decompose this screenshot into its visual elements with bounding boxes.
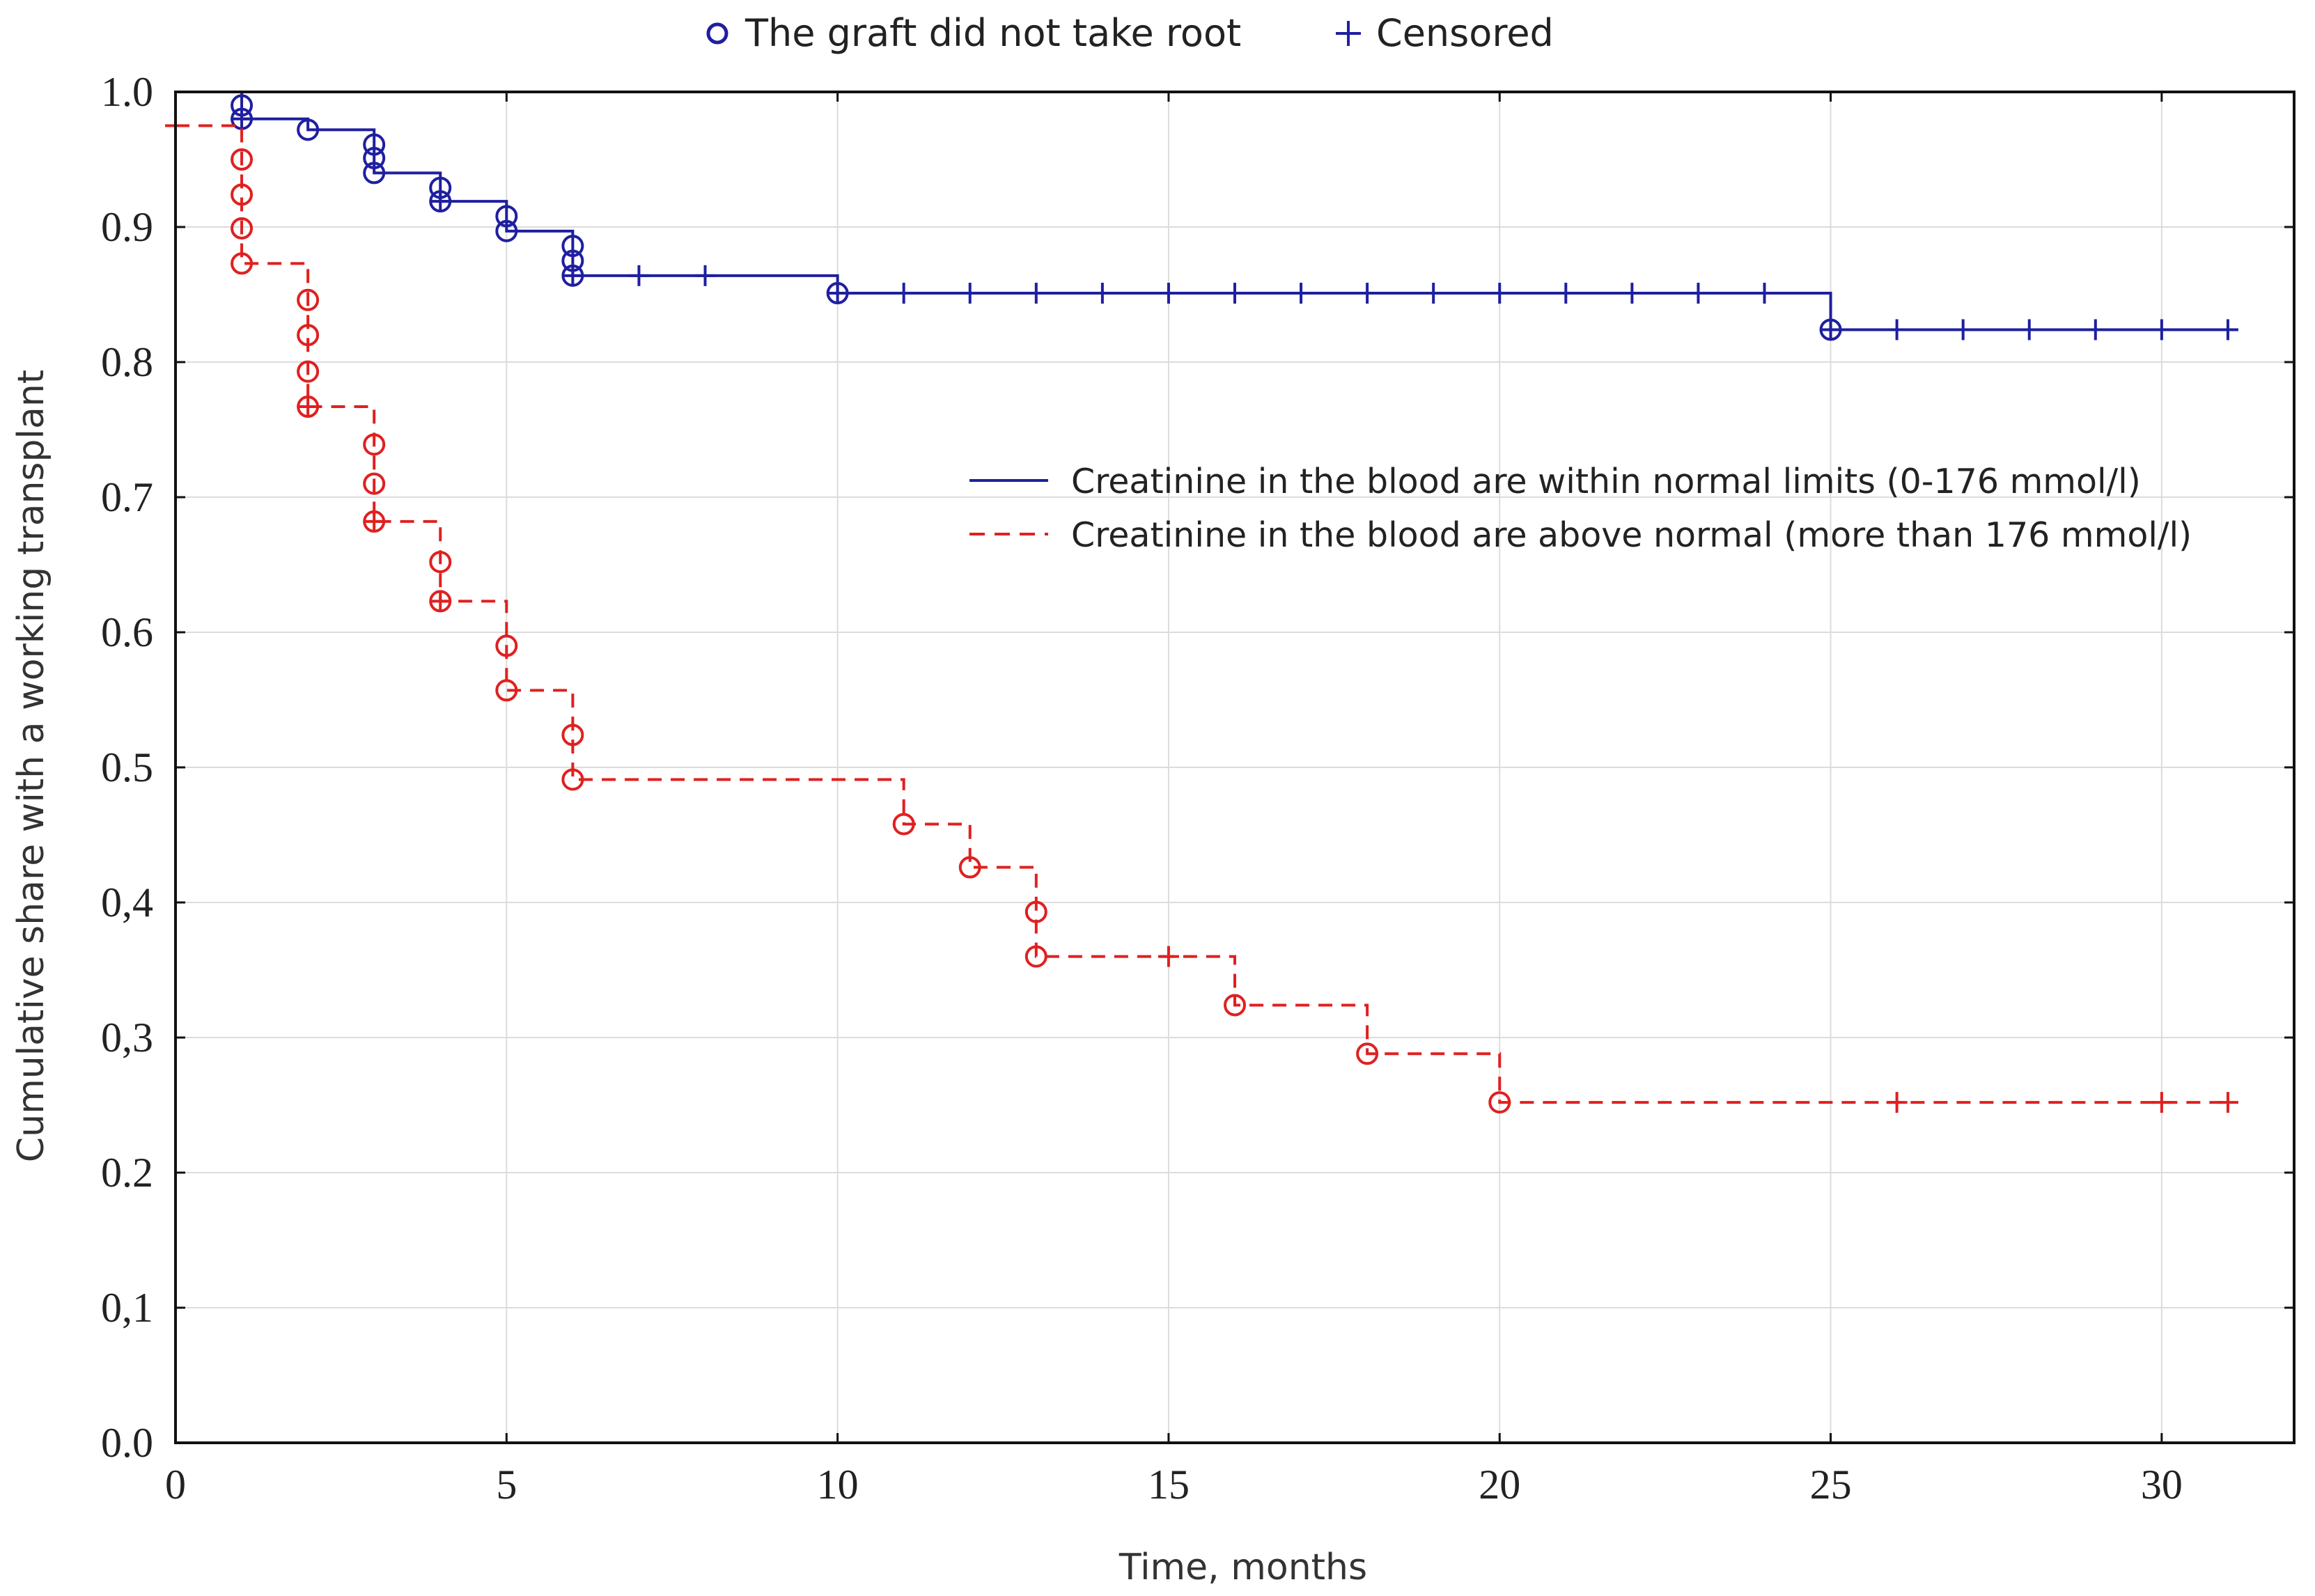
event-marker bbox=[429, 551, 452, 574]
series-2 bbox=[165, 115, 2238, 1114]
event-marker bbox=[297, 360, 320, 383]
censored-marker bbox=[893, 283, 914, 304]
censored-marker bbox=[2018, 319, 2040, 341]
y-tick-label: 0,3 bbox=[101, 1015, 153, 1061]
censored-marker bbox=[1952, 319, 1974, 341]
series-legend: Creatinine in the blood are within norma… bbox=[969, 462, 2192, 555]
censored-marker bbox=[2084, 319, 2106, 341]
censored-marker bbox=[1621, 283, 1643, 304]
censored-marker bbox=[1886, 1092, 1908, 1113]
censored-marker bbox=[1158, 283, 1179, 304]
plus-marker-icon bbox=[1336, 21, 1361, 46]
censored-marker bbox=[2151, 319, 2172, 341]
event-marker bbox=[1356, 1042, 1379, 1065]
y-tick-label: 0.7 bbox=[101, 474, 153, 520]
censored-marker bbox=[1754, 283, 1775, 304]
event-marker bbox=[561, 723, 584, 746]
event-marker bbox=[363, 472, 386, 495]
y-tick-label: 1.0 bbox=[101, 69, 153, 115]
event-marker bbox=[363, 133, 386, 156]
y-tick-label: 0.2 bbox=[101, 1150, 153, 1196]
censored-marker bbox=[1489, 283, 1511, 304]
event-marker bbox=[1024, 945, 1047, 968]
censored-marker bbox=[1291, 283, 1312, 304]
event-marker bbox=[231, 217, 254, 240]
x-tick-label: 15 bbox=[1148, 1462, 1190, 1508]
x-tick-label: 20 bbox=[1479, 1462, 1520, 1508]
event-marker bbox=[561, 768, 584, 791]
censored-marker bbox=[1423, 283, 1444, 304]
event-marker bbox=[297, 118, 320, 141]
legend-censored-label: Censored bbox=[1376, 11, 1554, 55]
y-tick-label: 0.8 bbox=[101, 339, 153, 385]
series-line bbox=[176, 124, 2228, 1104]
event-marker bbox=[231, 183, 254, 206]
censored-marker bbox=[694, 265, 716, 286]
event-marker bbox=[297, 324, 320, 347]
censored-marker bbox=[2217, 319, 2238, 341]
censored-marker bbox=[1820, 319, 1841, 341]
y-axis-label: Cumulative share with a working transpla… bbox=[10, 370, 52, 1162]
censored-marker bbox=[297, 396, 319, 418]
legend-failure-label: The graft did not take root bbox=[745, 11, 1241, 55]
censored-marker bbox=[1886, 319, 1908, 341]
axis-ticks: 0 5 10 15 20 25 30 0.0 0,1 0.2 0,3 0,4 0.5 0.6 0.7 0.8 0… bbox=[101, 69, 2294, 1508]
event-marker bbox=[363, 433, 386, 456]
y-tick-label: 0.5 bbox=[101, 744, 153, 790]
series-layer bbox=[165, 91, 2238, 1114]
circle-marker-icon bbox=[706, 22, 728, 45]
censored-marker bbox=[1091, 283, 1113, 304]
event-marker bbox=[495, 205, 518, 228]
y-tick-label: 0.6 bbox=[101, 609, 153, 655]
legend-series-above-label: Creatinine in the blood are above normal… bbox=[1071, 515, 2192, 555]
event-marker bbox=[1224, 994, 1246, 1017]
censored-marker bbox=[2217, 1092, 2238, 1113]
censored-marker bbox=[1687, 283, 1709, 304]
series-line bbox=[176, 91, 2228, 331]
censored-marker bbox=[1555, 283, 1577, 304]
x-tick-label: 10 bbox=[817, 1462, 859, 1508]
event-marker bbox=[958, 856, 981, 879]
event-marker bbox=[892, 813, 915, 836]
marker-legend: The graft did not take root Censored bbox=[706, 11, 1554, 55]
event-marker bbox=[363, 147, 386, 170]
x-tick-label: 25 bbox=[1810, 1462, 1852, 1508]
event-marker bbox=[231, 252, 254, 275]
x-axis-label: Time, months bbox=[1118, 1547, 1367, 1588]
censored-marker bbox=[628, 265, 650, 286]
censored-marker bbox=[2151, 1092, 2172, 1113]
censored-marker bbox=[562, 265, 584, 286]
censored-marker bbox=[1357, 283, 1378, 304]
event-marker bbox=[1024, 900, 1047, 923]
censored-marker bbox=[1158, 946, 1179, 967]
event-marker bbox=[297, 288, 320, 311]
censored-marker bbox=[430, 590, 451, 612]
event-marker bbox=[495, 679, 518, 702]
x-tick-label: 30 bbox=[2141, 1462, 2183, 1508]
event-marker bbox=[1488, 1091, 1511, 1114]
event-marker bbox=[495, 219, 518, 242]
event-marker bbox=[363, 162, 386, 185]
event-marker bbox=[495, 634, 518, 657]
y-tick-label: 0.9 bbox=[101, 204, 153, 250]
y-tick-label: 0,4 bbox=[101, 879, 153, 925]
censored-marker bbox=[364, 510, 385, 532]
event-marker bbox=[231, 148, 254, 171]
censored-marker bbox=[1224, 283, 1245, 304]
y-tick-label: 0.0 bbox=[101, 1420, 153, 1466]
censored-marker bbox=[430, 191, 451, 212]
censored-marker bbox=[1025, 283, 1047, 304]
x-tick-label: 5 bbox=[496, 1462, 517, 1508]
series-1 bbox=[176, 91, 2238, 341]
legend-series-normal-label: Creatinine in the blood are within norma… bbox=[1071, 462, 2141, 501]
censored-marker bbox=[231, 108, 253, 130]
censored-marker bbox=[959, 283, 981, 304]
event-marker bbox=[561, 235, 584, 258]
censored-marker bbox=[827, 283, 848, 304]
y-tick-label: 0,1 bbox=[101, 1285, 153, 1331]
x-tick-label: 0 bbox=[165, 1462, 186, 1508]
